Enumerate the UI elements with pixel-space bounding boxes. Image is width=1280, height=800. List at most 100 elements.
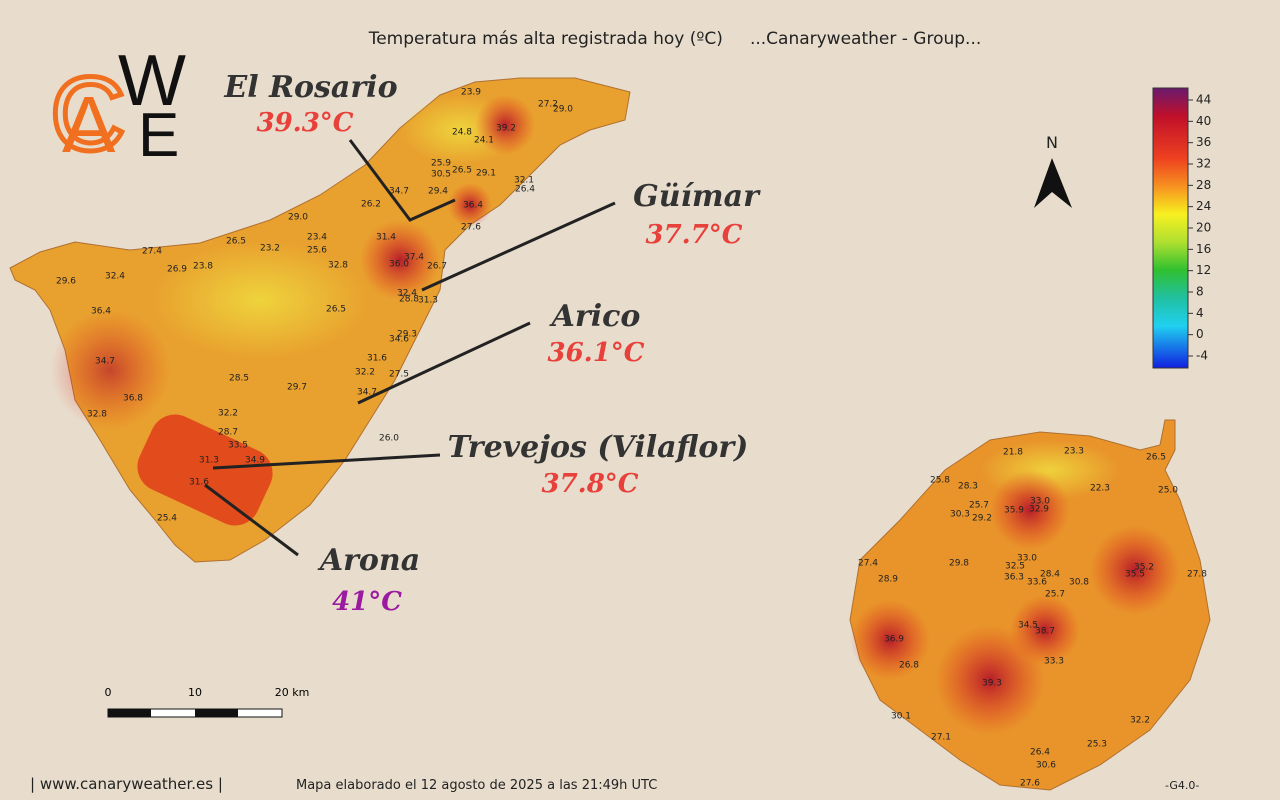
- station-value: 27.2: [538, 100, 558, 110]
- legend-label: 16: [1196, 242, 1211, 256]
- callout-lines: [204, 139, 616, 557]
- station-value: 27.6: [1020, 779, 1040, 789]
- station-value: 34.6: [389, 335, 409, 345]
- legend-label: -4: [1196, 349, 1208, 363]
- station-value: 29.4: [428, 187, 448, 197]
- station-value: 31.6: [189, 478, 209, 488]
- station-value: 32.9: [1029, 505, 1049, 515]
- station-value: 31.3: [418, 296, 438, 306]
- station-value: 27.8: [1187, 570, 1207, 580]
- station-value: 25.0: [1158, 486, 1178, 496]
- station-value: 30.3: [950, 510, 970, 520]
- callout-place: Trevejos (Vilaflor): [448, 430, 749, 465]
- callout-place: Güímar: [633, 179, 761, 214]
- legend-label: 32: [1196, 157, 1211, 171]
- station-value: 36.4: [91, 307, 111, 317]
- station-value: 27.4: [858, 559, 878, 569]
- station-value: 29.2: [972, 514, 992, 524]
- station-value: 24.8: [452, 128, 472, 138]
- scale-label: 20 km: [275, 686, 310, 699]
- legend-label: 44: [1196, 93, 1211, 107]
- legend-label: 36: [1196, 135, 1211, 149]
- callout-temp: 39.3°C: [256, 108, 353, 138]
- station-value: 39.3: [982, 679, 1002, 689]
- station-value: 33.6: [1027, 578, 1047, 588]
- station-value: 33.5: [228, 441, 248, 451]
- station-value: 25.3: [1087, 740, 1107, 750]
- station-value: 34.9: [245, 456, 265, 466]
- station-value: 33.3: [1044, 657, 1064, 667]
- station-value: 33.0: [1017, 554, 1037, 564]
- station-value: 25.8: [930, 476, 950, 486]
- station-value: 31.3: [199, 456, 219, 466]
- callout-temp: 41°C: [332, 587, 402, 617]
- map-title: Temperatura más alta registrada hoy (ºC)…: [368, 29, 982, 49]
- callout-temp: 37.8°C: [541, 469, 638, 499]
- station-value: 28.5: [229, 374, 249, 384]
- station-value: 23.9: [461, 88, 481, 98]
- station-value: 37.4: [404, 253, 424, 263]
- station-value: 26.5: [326, 305, 346, 315]
- legend-label: 28: [1196, 178, 1211, 192]
- station-value: 26.5: [226, 237, 246, 247]
- station-value: 32.4: [105, 272, 125, 282]
- station-value: 25.4: [157, 514, 177, 524]
- station-value: 29.7: [287, 383, 307, 393]
- station-value: 28.8: [399, 295, 419, 305]
- station-value: 26.8: [899, 661, 919, 671]
- station-value: 25.7: [969, 501, 989, 511]
- legend-label: 20: [1196, 221, 1211, 235]
- legend-bar: [1152, 87, 1189, 369]
- station-value: 26.4: [1030, 748, 1050, 758]
- station-value: 29.6: [56, 277, 76, 287]
- legend-label: 4: [1196, 306, 1204, 320]
- station-value: 36.0: [389, 260, 409, 270]
- station-value: 26.5: [452, 166, 472, 176]
- tenerife-island: [9, 77, 631, 563]
- station-value: 34.7: [389, 187, 409, 197]
- station-value: 31.4: [376, 233, 396, 243]
- station-value: 30.6: [1036, 761, 1056, 771]
- station-value: 29.8: [949, 559, 969, 569]
- footer-version: -G4.0-: [1165, 779, 1199, 792]
- station-value: 25.6: [307, 246, 327, 256]
- callout-temp: 37.7°C: [645, 220, 742, 250]
- legend-label: 24: [1196, 199, 1211, 213]
- station-value: 24.1: [474, 136, 494, 146]
- station-value: 39.2: [496, 124, 516, 134]
- station-value: 35.9: [1004, 506, 1024, 516]
- station-value: 25.7: [1045, 590, 1065, 600]
- station-value: 32.2: [1130, 716, 1150, 726]
- station-value: 26.2: [361, 200, 381, 210]
- station-value: 28.7: [218, 428, 238, 438]
- station-value: 32.4: [397, 289, 417, 299]
- callout-temp: 36.1°C: [547, 338, 644, 368]
- station-value: 34.7: [95, 357, 115, 367]
- station-value: 31.6: [367, 354, 387, 364]
- station-value: 28.3: [958, 482, 978, 492]
- station-value: 29.0: [553, 105, 573, 115]
- station-value: 32.5: [1005, 562, 1025, 572]
- station-value: 30.1: [891, 712, 911, 722]
- station-value: 28.9: [878, 575, 898, 585]
- station-value: 30.5: [431, 170, 451, 180]
- station-value: 27.1: [931, 733, 951, 743]
- callout-place: Arico: [549, 299, 641, 334]
- scale-label: 0: [105, 686, 112, 699]
- north-arrow: N: [1034, 133, 1072, 208]
- legend-label: 8: [1196, 285, 1204, 299]
- station-value: 25.9: [431, 159, 451, 169]
- scale-label: 10: [188, 686, 202, 699]
- station-value: 23.4: [307, 233, 327, 243]
- station-value: 36.4: [463, 201, 483, 211]
- scale-bar: 0 10 20 km: [105, 686, 310, 718]
- station-value: 32.2: [355, 368, 375, 378]
- station-value: 34.5: [1018, 621, 1038, 631]
- station-value: 21.8: [1003, 448, 1023, 458]
- station-value: 23.2: [260, 244, 280, 254]
- station-value: 29.3: [397, 330, 417, 340]
- station-value: 26.4: [515, 185, 535, 195]
- legend-label: 40: [1196, 114, 1211, 128]
